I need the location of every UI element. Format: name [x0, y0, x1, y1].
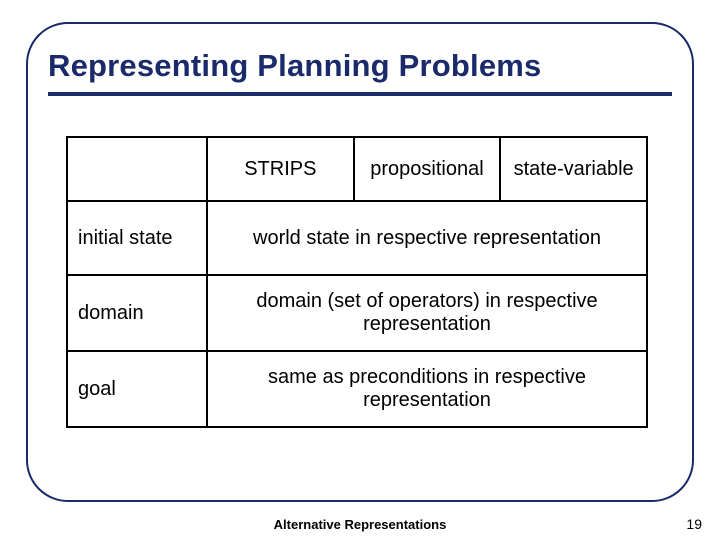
comparison-table: STRIPS propositional state-variable init…: [66, 136, 648, 428]
table-header-row: STRIPS propositional state-variable: [67, 137, 647, 201]
row-label-initial-state: initial state: [67, 201, 207, 275]
col-header-propositional: propositional: [354, 137, 501, 201]
row-value-domain: domain (set of operators) in respective …: [207, 275, 647, 351]
row-value-goal: same as preconditions in respective repr…: [207, 351, 647, 427]
table-row: goal same as preconditions in respective…: [67, 351, 647, 427]
page-number: 19: [686, 516, 702, 532]
row-label-goal: goal: [67, 351, 207, 427]
table-row: initial state world state in respective …: [67, 201, 647, 275]
row-value-initial-state: world state in respective representation: [207, 201, 647, 275]
table-row: domain domain (set of operators) in resp…: [67, 275, 647, 351]
col-header-state-variable: state-variable: [500, 137, 647, 201]
title-underline: [48, 92, 672, 96]
row-label-domain: domain: [67, 275, 207, 351]
table: STRIPS propositional state-variable init…: [66, 136, 648, 428]
slide-title: Representing Planning Problems: [48, 48, 672, 84]
footer-text: Alternative Representations: [0, 517, 720, 532]
col-header-empty: [67, 137, 207, 201]
col-header-strips: STRIPS: [207, 137, 354, 201]
